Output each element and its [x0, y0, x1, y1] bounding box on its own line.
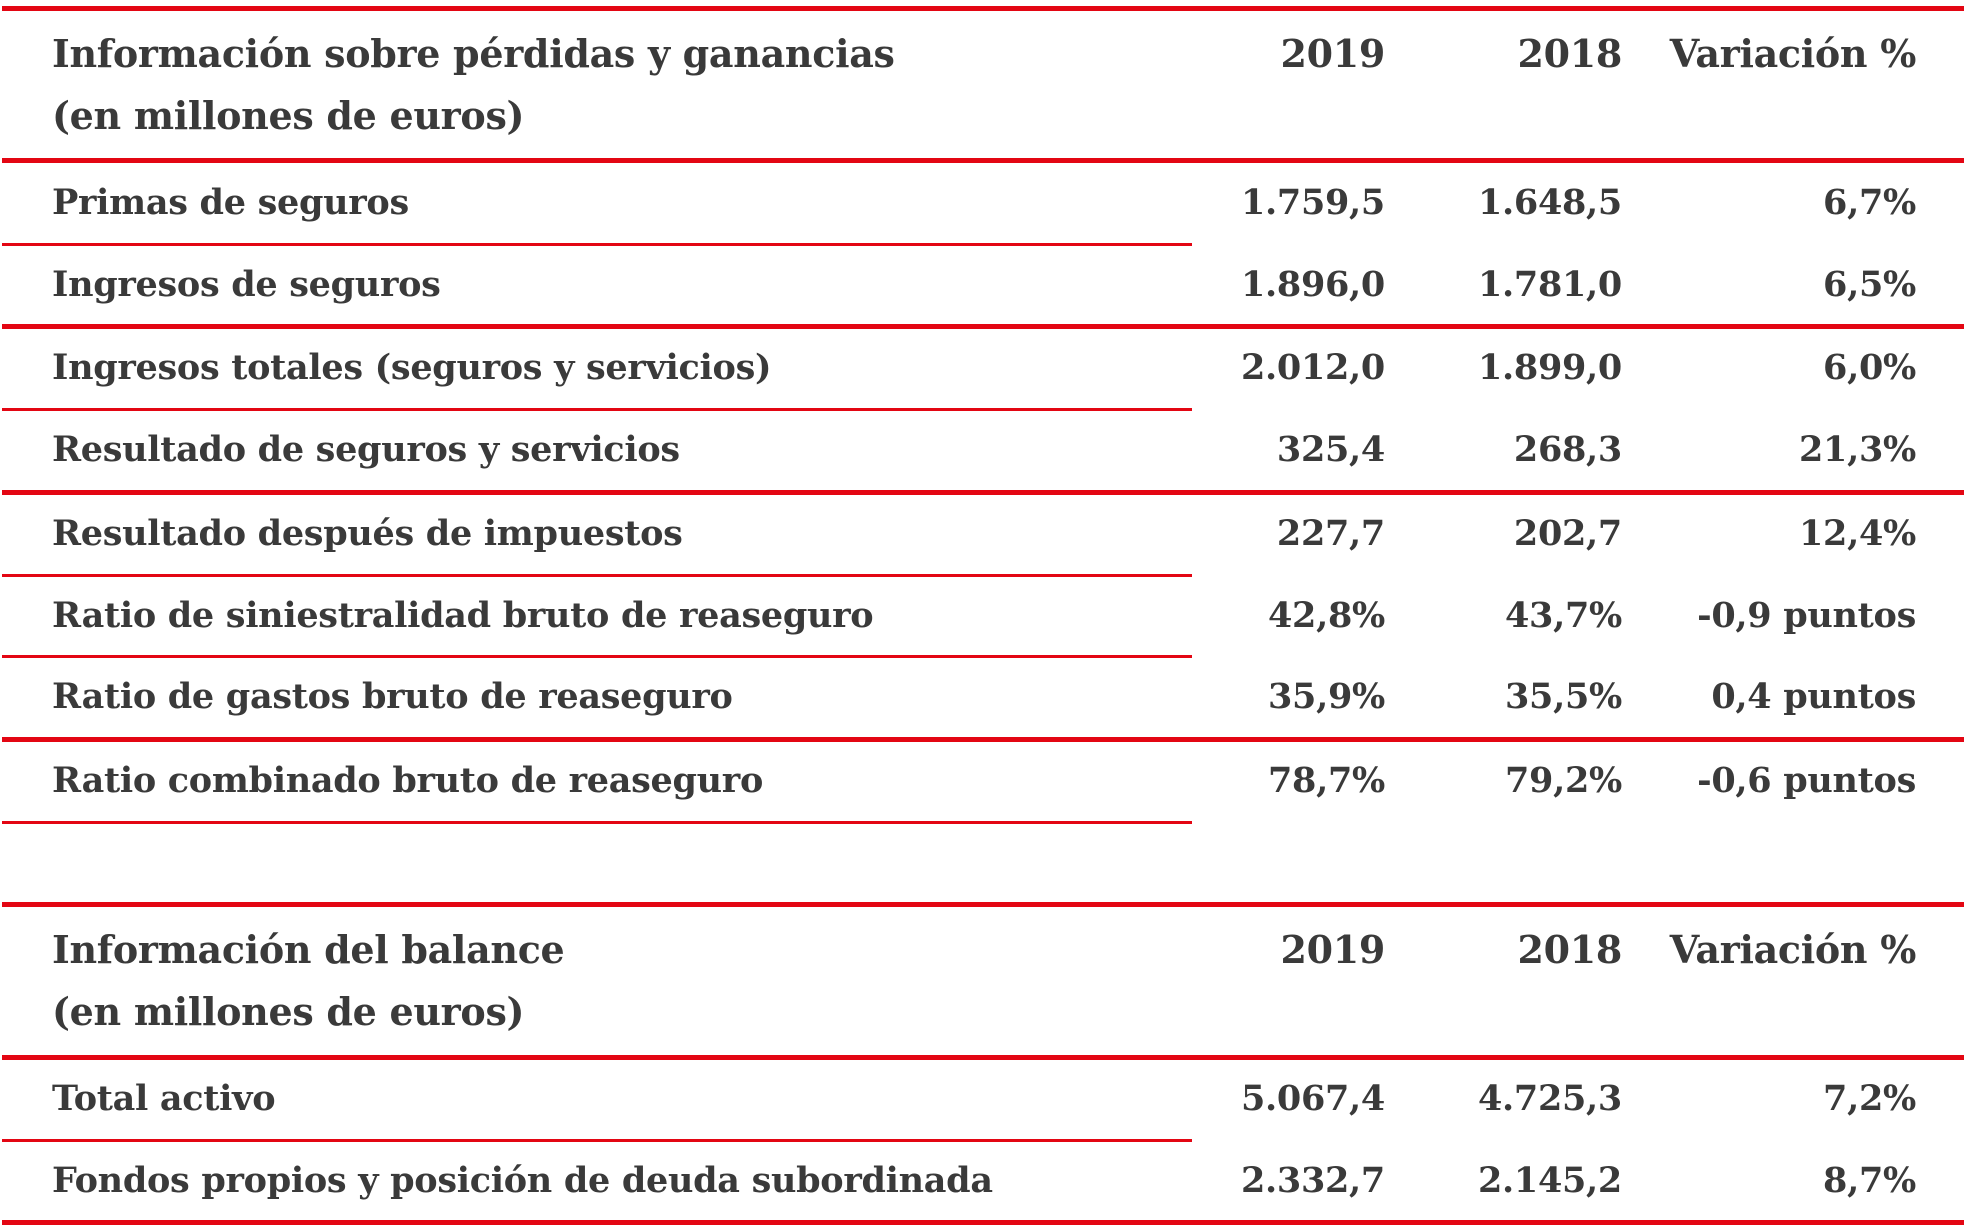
row-divider — [2, 821, 1192, 824]
row-divider — [2, 243, 1192, 246]
pnl-row-2018: 268,3 — [1513, 429, 1622, 470]
pnl-row-2019: 1.759,5 — [1240, 182, 1385, 223]
pnl-row-2019: 35,9% — [1267, 676, 1385, 717]
row-divider — [2, 408, 1192, 411]
pnl-row-variation: 6,5% — [1823, 264, 1916, 305]
balance-row-variation: 8,7% — [1823, 1160, 1916, 1201]
row-divider — [2, 1139, 1192, 1142]
balance-title: Información del balance (en millones de … — [52, 919, 565, 1043]
pnl-row-label: Resultado de seguros y servicios — [52, 429, 680, 470]
pnl-header-2019: 2019 — [1280, 31, 1385, 76]
balance-header-2018: 2018 — [1517, 927, 1622, 972]
balance-row-2019: 5.067,4 — [1240, 1078, 1385, 1119]
pnl-header-rule — [2, 158, 1964, 163]
pnl-row-2019: 78,7% — [1267, 760, 1385, 801]
pnl-header-variation: Variación % — [1669, 31, 1917, 76]
pnl-header-2018: 2018 — [1517, 31, 1622, 76]
pnl-row-2018: 202,7 — [1513, 513, 1622, 554]
section-divider — [2, 324, 1964, 329]
pnl-row-variation: 21,3% — [1798, 429, 1916, 470]
pnl-row-label: Ratio de gastos bruto de reaseguro — [52, 676, 733, 717]
pnl-row-label: Ratio de siniestralidad bruto de reasegu… — [52, 595, 874, 636]
pnl-row-2018: 79,2% — [1504, 760, 1622, 801]
pnl-row-variation: 6,0% — [1823, 347, 1916, 388]
pnl-row-label: Ratio combinado bruto de reaseguro — [52, 760, 763, 801]
pnl-row-variation: 6,7% — [1823, 182, 1916, 223]
pnl-row-variation: 12,4% — [1798, 513, 1916, 554]
pnl-row-label: Ingresos totales (seguros y servicios) — [52, 347, 772, 388]
row-divider — [2, 574, 1192, 577]
balance-title-line2: (en millones de euros) — [52, 989, 525, 1034]
pnl-row-2019: 42,8% — [1267, 595, 1385, 636]
pnl-row-2018: 35,5% — [1504, 676, 1622, 717]
pnl-row-2019: 325,4 — [1276, 429, 1385, 470]
pnl-row-2019: 2.012,0 — [1240, 347, 1385, 388]
pnl-title: Información sobre pérdidas y ganancias (… — [52, 23, 895, 147]
row-divider — [2, 655, 1192, 658]
balance-row-2018: 2.145,2 — [1477, 1160, 1622, 1201]
balance-row-2019: 2.332,7 — [1240, 1160, 1385, 1201]
pnl-title-line1: Información sobre pérdidas y ganancias — [52, 31, 895, 76]
pnl-row-2019: 1.896,0 — [1240, 264, 1385, 305]
pnl-row-2018: 1.899,0 — [1477, 347, 1622, 388]
section-divider — [2, 490, 1964, 495]
balance-header-variation: Variación % — [1669, 927, 1917, 972]
balance-row-variation: 7,2% — [1823, 1078, 1916, 1119]
pnl-row-2018: 1.781,0 — [1477, 264, 1622, 305]
balance-row-label: Fondos propios y posición de deuda subor… — [52, 1160, 993, 1201]
pnl-row-variation: -0,9 puntos — [1697, 595, 1916, 636]
balance-header-2019: 2019 — [1280, 927, 1385, 972]
balance-header-rule — [2, 1055, 1964, 1060]
balance-title-line1: Información del balance — [52, 927, 565, 972]
pnl-row-variation: 0,4 puntos — [1711, 676, 1916, 717]
pnl-row-label: Resultado después de impuestos — [52, 513, 683, 554]
pnl-row-2019: 227,7 — [1276, 513, 1385, 554]
balance-top-rule — [2, 902, 1964, 907]
pnl-row-variation: -0,6 puntos — [1697, 760, 1916, 801]
pnl-row-2018: 1.648,5 — [1477, 182, 1622, 223]
pnl-row-label: Ingresos de seguros — [52, 264, 441, 305]
pnl-top-rule — [2, 6, 1964, 11]
pnl-row-2018: 43,7% — [1504, 595, 1622, 636]
balance-bottom-rule — [2, 1220, 1964, 1225]
balance-row-label: Total activo — [52, 1078, 276, 1119]
pnl-row-label: Primas de seguros — [52, 182, 409, 223]
pnl-title-line2: (en millones de euros) — [52, 93, 525, 138]
balance-row-2018: 4.725,3 — [1477, 1078, 1622, 1119]
section-divider — [2, 737, 1964, 742]
